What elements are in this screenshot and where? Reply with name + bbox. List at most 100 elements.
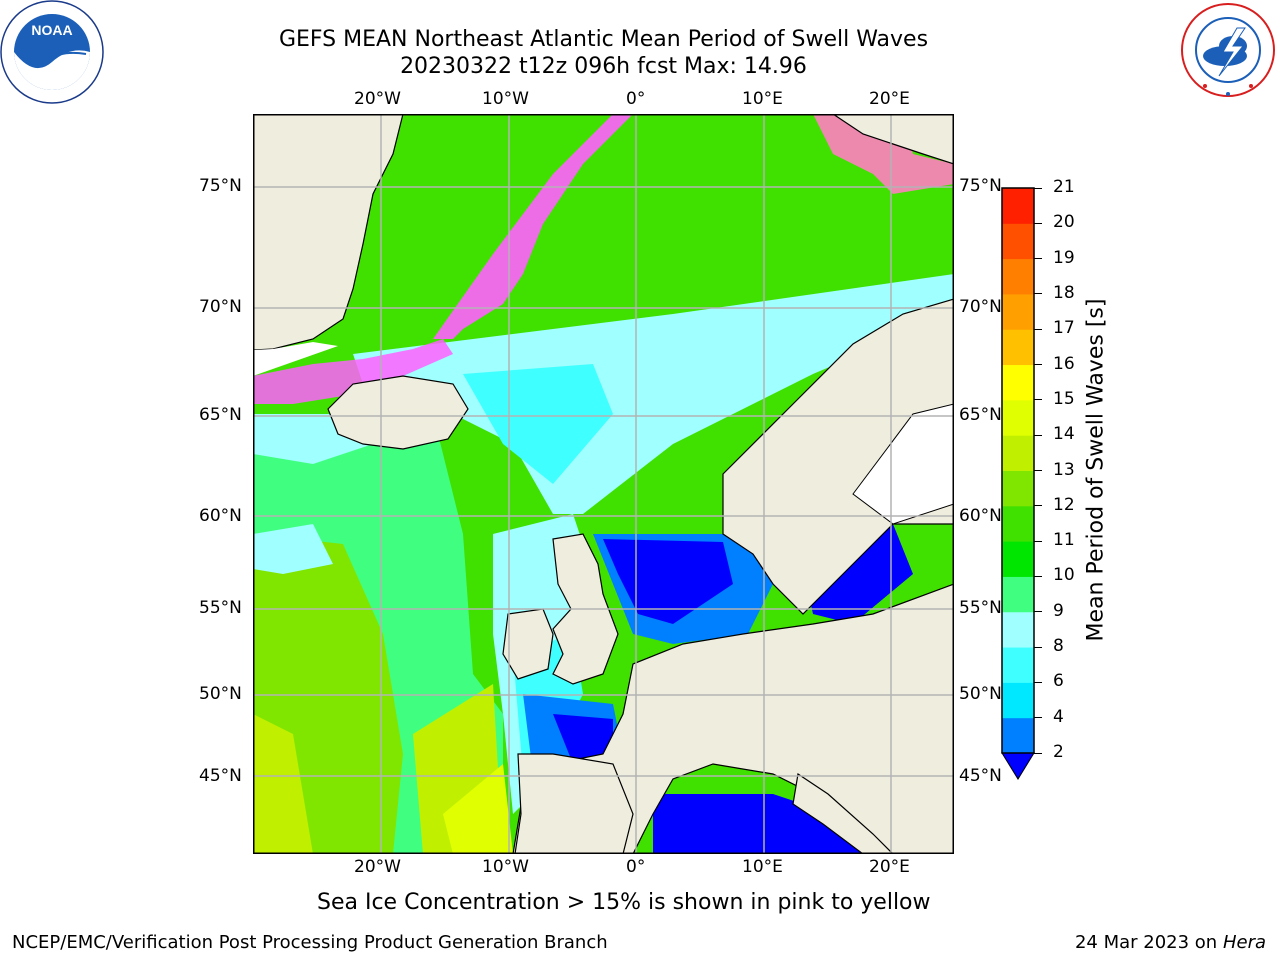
colorbar-tick-label: 2 [1053,742,1064,762]
lat-label-right: 75°N [959,176,1002,196]
iceland [327,375,469,450]
colorbar-tick-mark [1034,646,1042,648]
lat-label-left: 50°N [199,684,242,704]
colorbar-tick-mark [1034,470,1042,471]
colorbar-segment [1002,435,1034,471]
colorbar-segment [1002,576,1034,613]
lat-label-left: 65°N [199,405,242,425]
lat-label-right: 50°N [959,684,1002,704]
chart-subtitle: 20230322 t12z 096h fcst Max: 14.96 [400,54,807,79]
colorbar-segment [1002,293,1034,330]
swell-zone-8-9s [353,274,954,514]
lat-label-right: 60°N [959,506,1002,526]
colorbar-segment [1002,399,1034,436]
lat-label-right: 45°N [959,766,1002,786]
colorbar-segment [1002,647,1034,683]
colorbar-tick-mark [1034,434,1042,436]
colorbar-label: Mean Period of Swell Waves [s] [1083,298,1109,642]
colorbar-tick-label: 14 [1053,424,1075,445]
lon-label-bottom: 10°W [482,857,529,877]
colorbar-tick-label: 6 [1053,671,1064,692]
colorbar-segment [1002,364,1034,401]
colorbar-tick-mark [1034,222,1042,224]
sea-ice-svalbard [813,114,954,194]
colorbar-segment [1002,505,1034,542]
lat-label-left: 55°N [199,598,242,618]
swell-period-map [253,114,954,854]
colorbar-segment [1002,611,1034,648]
colorbar-tick-label: 21 [1053,177,1075,197]
colorbar-tick-label: 11 [1053,530,1075,551]
colorbar-tick-mark [1034,752,1042,754]
lon-label-bottom: 10°E [742,857,783,877]
scandinavia [722,298,954,615]
colorbar-tick-label: 18 [1053,282,1075,303]
lon-label-top: 0° [626,89,646,109]
greenland [253,114,404,351]
svalbard [831,114,954,165]
gulf-of-bothnia [852,403,954,525]
colorbar-under-arrow [1001,752,1035,780]
colorbar-segment [1002,541,1034,577]
colorbar-tick-mark [1034,258,1042,260]
graticule [253,114,954,854]
colorbar-tick-mark [1034,611,1042,613]
svg-text:NOAA: NOAA [31,22,72,38]
lon-label-top: 20°E [869,89,910,109]
italy [792,772,894,854]
lat-label-right: 55°N [959,598,1002,618]
colorbar-tick-label: 17 [1053,318,1075,339]
colorbar-tick-label: 12 [1053,494,1075,515]
colorbar-tick-mark [1034,328,1042,330]
colorbar-segment [1002,329,1034,366]
colorbar-tick-label: 10 [1053,565,1075,586]
map-frame [253,114,954,854]
nws-logo [1181,3,1275,97]
lat-label-left: 60°N [199,506,242,526]
chart-title: GEFS MEAN Northeast Atlantic Mean Period… [278,27,929,52]
colorbar-tick-label: 20 [1053,212,1075,233]
colorbar-tick-mark [1034,187,1042,189]
sea-ice-note: Sea Ice Concentration > 15% is shown in … [317,890,931,915]
colorbar-tick-label: 8 [1053,636,1064,657]
swell-zone-13s [253,714,313,854]
lon-label-top: 20°W [354,89,401,109]
colorbar-segment [1002,470,1034,507]
footer-date: 24 Mar 2023 on Hera [1075,932,1266,953]
colorbar-tick-label: 15 [1053,388,1075,409]
footer-machine: Hera [1222,932,1266,953]
colorbar-tick-mark [1034,540,1042,542]
continental-europe [512,583,954,854]
lat-label-left: 75°N [199,176,242,196]
colorbar-tick-mark [1034,399,1042,401]
swell-zone-7s [463,364,613,484]
lon-label-bottom: 20°W [354,857,401,877]
lon-label-bottom: 0° [626,857,646,877]
colorbar-tick-mark [1034,717,1042,719]
swell-zone-mediterranean [653,794,893,854]
colorbar-tick-mark [1034,505,1042,507]
colorbar-tick-mark [1034,575,1042,577]
colorbar-tick-label: 13 [1053,459,1075,480]
lat-label-left: 70°N [199,297,242,317]
colorbar-segment [1002,717,1034,754]
colorbar-tick-label: 4 [1053,706,1064,727]
iberia [514,753,634,854]
lon-label-top: 10°E [742,89,783,109]
lat-label-right: 70°N [959,297,1002,317]
colorbar-segment [1002,188,1034,224]
lat-label-left: 45°N [199,766,242,786]
colorbar-segment [1002,682,1034,719]
swell-zone-14s [443,764,513,854]
footer-date-text: 24 Mar 2023 on [1074,932,1218,953]
lon-label-bottom: 20°E [869,857,910,877]
swell-zone-west [253,524,333,574]
greenland-ice-free [253,342,338,376]
colorbar-tick-label: 16 [1053,353,1075,374]
lon-label-top: 10°W [482,89,529,109]
colorbar-segment [1002,223,1034,260]
sea-ice-edge-greenland [253,339,453,404]
colorbar-tick-mark [1034,293,1042,295]
colorbar-segment [1002,258,1034,295]
footer-credit: NCEP/EMC/Verification Post Processing Pr… [12,932,608,953]
